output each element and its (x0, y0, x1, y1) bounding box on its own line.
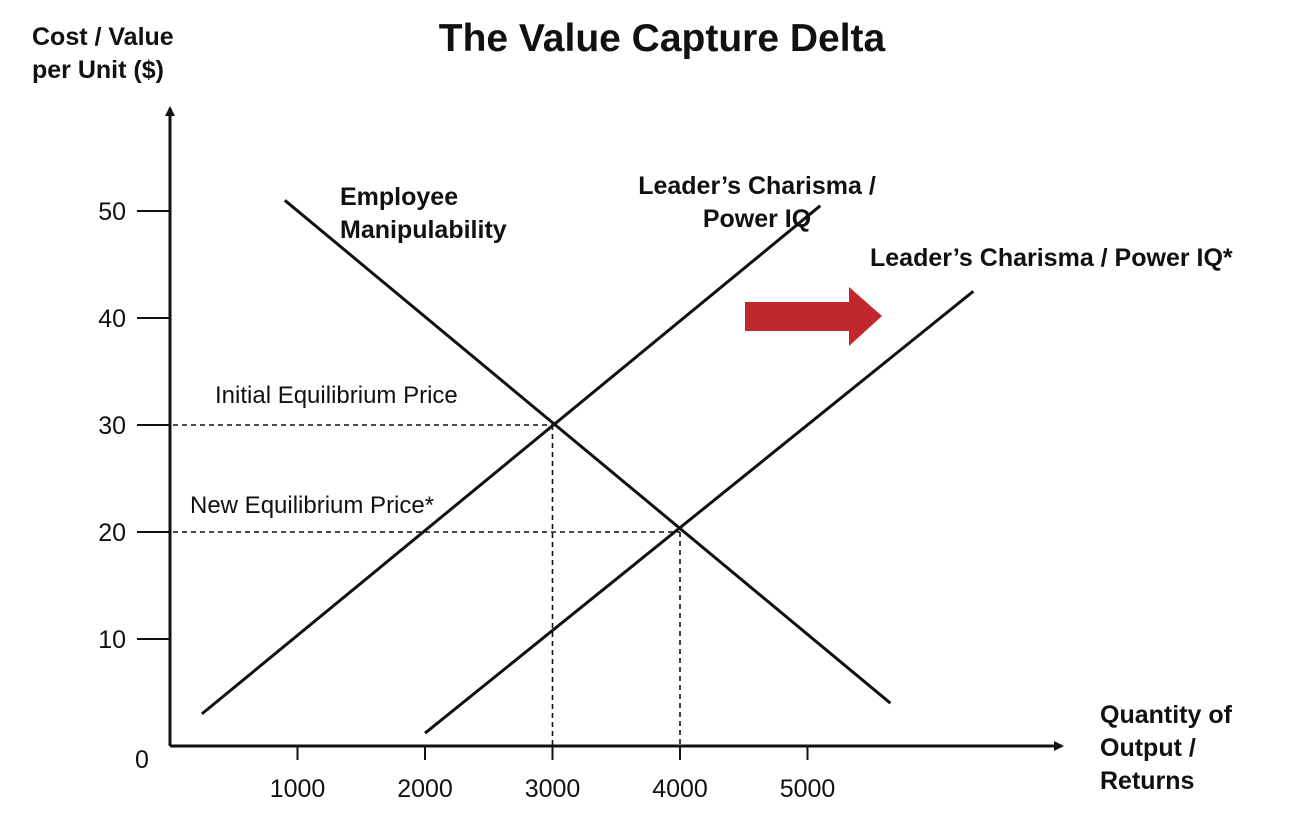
x-tick-label: 5000 (780, 775, 836, 803)
x-tick-label: 1000 (270, 775, 326, 803)
leader-charisma-shifted-line (424, 290, 975, 735)
chart-title: The Value Capture Delta (439, 17, 886, 60)
y-tick-label: 30 (98, 412, 126, 440)
axis-ticks: 10 20 30 40 50 1000 2000 3000 4000 5000 (98, 198, 835, 803)
origin-label: 0 (135, 746, 149, 774)
x-axis-title-line-3: Returns (1100, 767, 1194, 795)
y-tick-label: 20 (98, 519, 126, 547)
leader-charisma-shifted-label-line: Leader’s Charisma / Power IQ* (870, 244, 1233, 272)
axes (165, 106, 1064, 751)
initial-equilibrium-label: Initial Equilibrium Price (215, 382, 458, 409)
y-tick-label: 50 (98, 198, 126, 226)
shift-right-arrow (745, 287, 882, 346)
equilibrium-labels: Initial Equilibrium Price New Equilibrium… (190, 382, 458, 519)
y-tick-label: 10 (98, 626, 126, 654)
leader-charisma-label: Leader’s Charisma / Power IQ (638, 172, 876, 233)
employee-manipulability-label-line: Manipulability (340, 216, 507, 244)
new-equilibrium-label: New Equilibrium Price* (190, 492, 434, 519)
employee-manipulability-label-line: Employee (340, 183, 458, 211)
series-lines (200, 199, 975, 735)
y-tick-label: 40 (98, 305, 126, 333)
x-tick-label: 2000 (397, 775, 453, 803)
leader-charisma-label-line: Leader’s Charisma / (638, 172, 876, 200)
employee-manipulability-label: Employee Manipulability (340, 183, 507, 244)
leader-charisma-shifted-label: Leader’s Charisma / Power IQ* (870, 244, 1233, 272)
employee-manipulability-line (283, 199, 892, 705)
equilibrium-guides (137, 424, 681, 746)
y-axis-title-line-2: per Unit ($) (32, 56, 164, 84)
leader-charisma-label-line: Power IQ (703, 205, 811, 233)
x-axis-title-line-2: Output / (1100, 734, 1196, 762)
x-axis-title: Quantity of Output / Returns (1100, 701, 1239, 795)
x-tick-label: 4000 (652, 775, 708, 803)
y-axis-title: Cost / Value per Unit ($) (32, 23, 181, 84)
x-tick-label: 3000 (525, 775, 581, 803)
y-axis-title-line-1: Cost / Value (32, 23, 174, 51)
x-axis-title-line-1: Quantity of (1100, 701, 1233, 729)
series-labels: Employee Manipulability Leader’s Charisma … (340, 172, 1233, 272)
leader-charisma-line (200, 204, 822, 716)
